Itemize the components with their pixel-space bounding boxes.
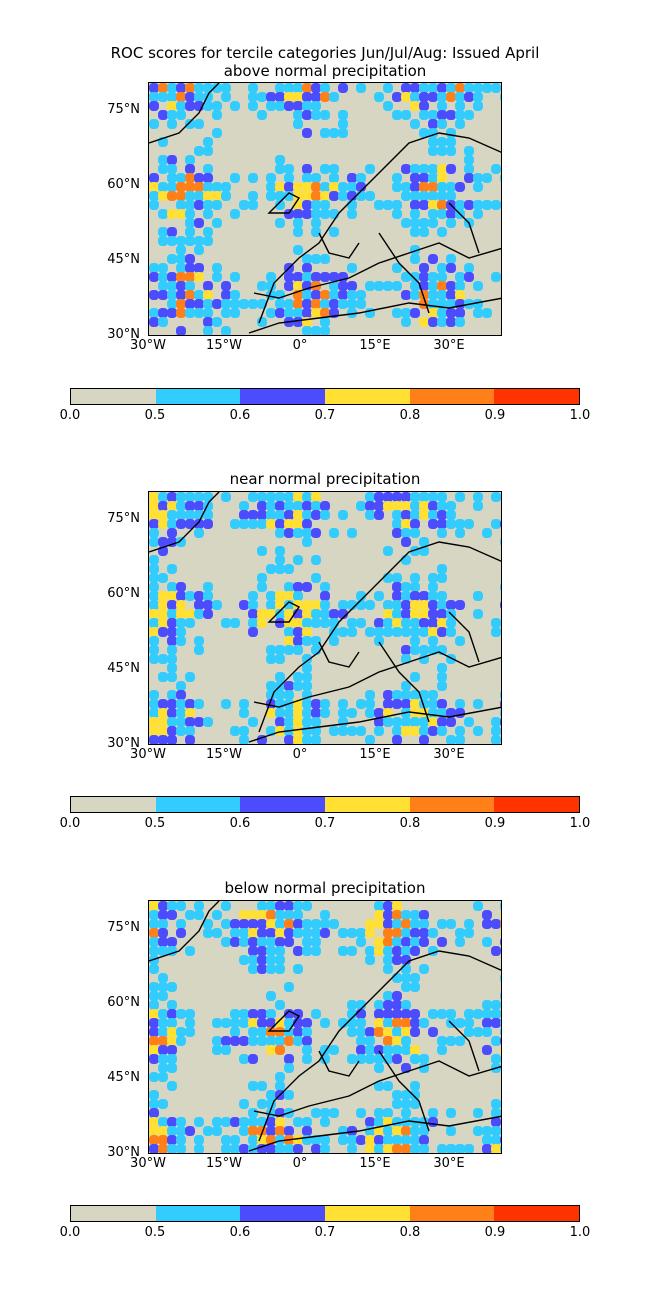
colorbar bbox=[70, 1205, 580, 1222]
colorbar-tick-label: 0.8 bbox=[399, 816, 421, 831]
lon-tick-label: 30°W bbox=[130, 1156, 166, 1171]
map-below-normal bbox=[148, 900, 502, 1154]
colorbar-segment bbox=[240, 797, 326, 812]
colorbar-tick-label: 0.9 bbox=[484, 816, 506, 831]
lat-tick-label: 45°N bbox=[107, 661, 140, 676]
lon-tick-label: 15°E bbox=[359, 338, 391, 353]
colorbar-tick-label: 1.0 bbox=[569, 408, 591, 423]
lat-tick-label: 30°N bbox=[107, 327, 140, 342]
colorbar-segment bbox=[494, 1206, 580, 1221]
colorbar-tick-label: 0.0 bbox=[59, 1225, 81, 1240]
colorbar-tick-label: 0.7 bbox=[314, 408, 336, 423]
colorbar-tick-label: 0.5 bbox=[144, 816, 166, 831]
colorbar-segment bbox=[409, 1206, 495, 1221]
lat-tick-label: 60°N bbox=[107, 995, 140, 1010]
colorbar-tick-label: 0.6 bbox=[229, 816, 251, 831]
panel-subtitle-above: above normal precipitation bbox=[223, 62, 427, 80]
colorbar-segment bbox=[240, 389, 326, 404]
colorbar-segment bbox=[494, 797, 580, 812]
colorbar-segment bbox=[409, 389, 495, 404]
colorbar-tick-label: 0.8 bbox=[399, 408, 421, 423]
colorbar-segment bbox=[325, 1206, 410, 1221]
panel-subtitle-below: below normal precipitation bbox=[224, 879, 426, 897]
colorbar-tick-label: 0.0 bbox=[59, 816, 81, 831]
lat-tick-label: 75°N bbox=[107, 920, 140, 935]
colorbar-tick-label: 0.7 bbox=[314, 1225, 336, 1240]
colorbar-tick-label: 0.9 bbox=[484, 1225, 506, 1240]
colorbar-segment bbox=[325, 389, 410, 404]
lat-tick-label: 60°N bbox=[107, 177, 140, 192]
roc-field bbox=[149, 83, 501, 335]
lon-tick-label: 30°W bbox=[130, 747, 166, 762]
lon-tick-label: 0° bbox=[292, 747, 308, 762]
lon-tick-label: 30°W bbox=[130, 338, 166, 353]
lat-tick-label: 75°N bbox=[107, 511, 140, 526]
colorbar-segment bbox=[71, 1206, 156, 1221]
lat-tick-label: 75°N bbox=[107, 102, 140, 117]
lat-tick-label: 30°N bbox=[107, 1145, 140, 1160]
colorbar-segment bbox=[155, 389, 241, 404]
colorbar-segment bbox=[155, 797, 241, 812]
lat-tick-label: 30°N bbox=[107, 736, 140, 751]
colorbar-tick-label: 0.6 bbox=[229, 408, 251, 423]
colorbar-segment bbox=[71, 797, 156, 812]
colorbar-segment bbox=[71, 389, 156, 404]
map-near-normal bbox=[148, 491, 502, 745]
roc-field bbox=[149, 901, 501, 1153]
lon-tick-label: 0° bbox=[292, 338, 308, 353]
roc-field bbox=[149, 492, 501, 744]
colorbar-tick-label: 1.0 bbox=[569, 816, 591, 831]
colorbar-segment bbox=[494, 389, 580, 404]
colorbar-segment bbox=[325, 797, 410, 812]
coastline bbox=[149, 83, 501, 334]
colorbar-segment bbox=[409, 797, 495, 812]
lat-tick-label: 45°N bbox=[107, 1070, 140, 1085]
panel-subtitle-near: near normal precipitation bbox=[229, 470, 421, 488]
map-above-normal bbox=[148, 82, 502, 336]
lon-tick-label: 15°E bbox=[359, 747, 391, 762]
colorbar-tick-label: 0.5 bbox=[144, 408, 166, 423]
colorbar-tick-label: 0.9 bbox=[484, 408, 506, 423]
colorbar-tick-label: 0.0 bbox=[59, 408, 81, 423]
lat-tick-label: 60°N bbox=[107, 586, 140, 601]
lon-tick-label: 15°W bbox=[206, 747, 242, 762]
lon-tick-label: 0° bbox=[292, 1156, 308, 1171]
chart-title: ROC scores for tercile categories Jun/Ju… bbox=[110, 44, 540, 62]
coastline bbox=[149, 901, 501, 1152]
colorbar-segment bbox=[155, 1206, 241, 1221]
colorbar-segment bbox=[240, 1206, 326, 1221]
lon-tick-label: 15°W bbox=[206, 338, 242, 353]
lon-tick-label: 30°E bbox=[433, 1156, 465, 1171]
lon-tick-label: 30°E bbox=[433, 338, 465, 353]
coastline bbox=[149, 492, 501, 743]
colorbar-tick-label: 0.8 bbox=[399, 1225, 421, 1240]
colorbar-tick-label: 0.6 bbox=[229, 1225, 251, 1240]
colorbar bbox=[70, 388, 580, 405]
lon-tick-label: 15°E bbox=[359, 1156, 391, 1171]
lat-tick-label: 45°N bbox=[107, 252, 140, 267]
colorbar bbox=[70, 796, 580, 813]
colorbar-tick-label: 1.0 bbox=[569, 1225, 591, 1240]
lon-tick-label: 30°E bbox=[433, 747, 465, 762]
colorbar-tick-label: 0.5 bbox=[144, 1225, 166, 1240]
colorbar-tick-label: 0.7 bbox=[314, 816, 336, 831]
lon-tick-label: 15°W bbox=[206, 1156, 242, 1171]
